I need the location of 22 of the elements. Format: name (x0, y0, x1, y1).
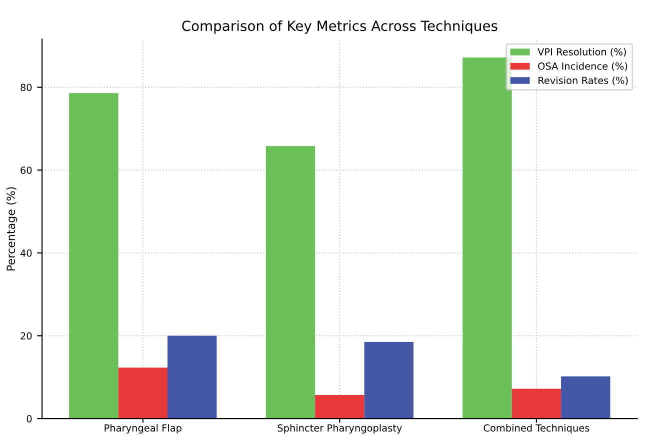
bar (69, 93, 118, 419)
legend-label: OSA Incidence (%) (538, 62, 628, 71)
x-tick-label: Sphincter Pharyngoplasty (278, 424, 402, 434)
bar (462, 57, 512, 419)
y-tick-label: 20 (20, 332, 32, 340)
chart-title: Comparison of Key Metrics Across Techniques (182, 20, 498, 34)
bar (266, 146, 316, 419)
y-tick-label: 60 (20, 166, 32, 174)
x-tick-label: Pharyngeal Flap (104, 424, 182, 434)
y-tick-label: 0 (26, 415, 32, 422)
bar (561, 376, 610, 419)
y-tick-label: 40 (20, 249, 32, 257)
bar (315, 394, 364, 419)
bar (512, 388, 562, 419)
y-tick-label: 80 (20, 84, 32, 92)
y-axis-title: Percentage (%) (6, 187, 18, 270)
bar (118, 368, 168, 419)
bar (364, 342, 414, 419)
x-tick-label: Combined Techniques (484, 424, 590, 434)
bar (168, 336, 217, 419)
legend-label: Revision Rates (%) (538, 76, 628, 86)
legend-label: VPI Resolution (%) (538, 48, 626, 57)
